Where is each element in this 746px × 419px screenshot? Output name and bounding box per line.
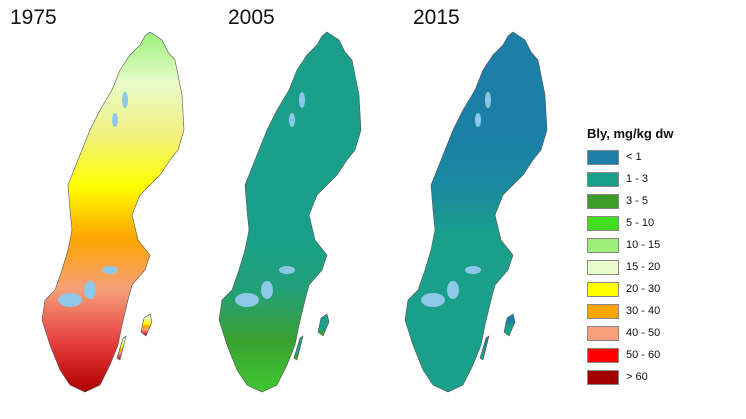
legend-swatch [587, 194, 619, 209]
legend-label: 15 - 20 [626, 261, 661, 273]
legend-label: 40 - 50 [626, 327, 661, 339]
sweden-mainland [404, 31, 548, 393]
lake [485, 92, 491, 108]
lake [279, 266, 295, 274]
lake [421, 293, 445, 307]
legend-label: 30 - 40 [626, 305, 661, 317]
map-title-2005: 2005 [228, 6, 275, 29]
oland-island [479, 335, 490, 361]
legend-swatch [587, 282, 619, 297]
lake [465, 266, 481, 274]
map-1975 [41, 31, 185, 393]
lake [102, 266, 118, 274]
lake [299, 92, 305, 108]
legend-label: 20 - 30 [626, 283, 661, 295]
legend-label: > 60 [626, 371, 648, 383]
legend-label: 3 - 5 [626, 195, 649, 207]
legend-swatch [587, 260, 619, 275]
lake [289, 113, 295, 127]
lake [447, 281, 459, 299]
map-title-1975: 1975 [10, 6, 57, 29]
legend-swatch [587, 150, 619, 165]
legend-swatch [587, 238, 619, 253]
map-2005 [218, 31, 362, 393]
legend-title: Bly, mg/kg dw [587, 126, 674, 141]
sweden-mainland [218, 31, 362, 393]
gotland-island [317, 313, 330, 337]
lake [84, 281, 96, 299]
lake [475, 113, 481, 127]
legend-label: 50 - 60 [626, 349, 661, 361]
legend-swatch [587, 326, 619, 341]
lake [112, 113, 118, 127]
legend-swatch [587, 216, 619, 231]
lake [261, 281, 273, 299]
gotland-island [140, 313, 153, 337]
legend-swatch [587, 304, 619, 319]
legend-swatch [587, 348, 619, 363]
map-2015 [404, 31, 548, 393]
oland-island [116, 335, 127, 361]
gotland-island [503, 313, 516, 337]
legend-label: 1 - 3 [626, 173, 649, 185]
legend-swatch [587, 370, 619, 385]
legend-label: 10 - 15 [626, 239, 661, 251]
legend-label: 5 - 10 [626, 217, 655, 229]
oland-island [293, 335, 304, 361]
lake [122, 92, 128, 108]
lake [235, 293, 259, 307]
legend-swatch [587, 172, 619, 187]
map-title-2015: 2015 [413, 6, 460, 29]
sweden-mainland [41, 31, 185, 393]
lake [58, 293, 82, 307]
legend-label: < 1 [626, 151, 642, 163]
